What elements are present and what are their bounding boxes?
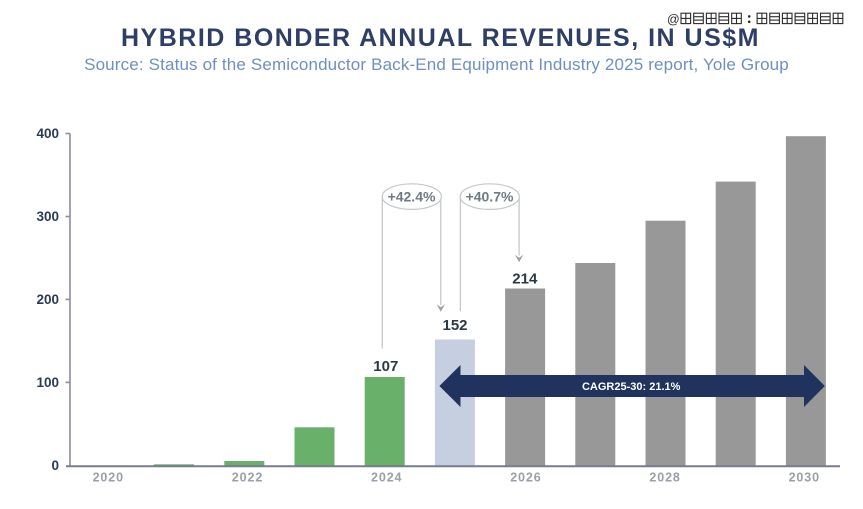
svg-text:CAGR25-30: 21.1%: CAGR25-30: 21.1% xyxy=(582,381,681,393)
svg-text:300: 300 xyxy=(36,209,59,224)
svg-text:0: 0 xyxy=(51,458,59,473)
svg-text:100: 100 xyxy=(36,375,59,390)
svg-text:152: 152 xyxy=(442,317,467,334)
svg-text:2020: 2020 xyxy=(93,471,124,485)
svg-text:2024: 2024 xyxy=(371,471,402,485)
svg-text:2030: 2030 xyxy=(789,471,820,485)
svg-text:200: 200 xyxy=(36,292,59,307)
svg-text:107: 107 xyxy=(373,358,398,375)
svg-text:214: 214 xyxy=(512,271,538,288)
svg-text:+40.7%: +40.7% xyxy=(466,189,514,205)
svg-text:@: @ xyxy=(667,13,680,27)
svg-text:2022: 2022 xyxy=(232,471,263,485)
svg-text:+42.4%: +42.4% xyxy=(388,189,436,205)
svg-text:400: 400 xyxy=(36,126,59,141)
svg-text:2028: 2028 xyxy=(649,471,680,485)
svg-text:2026: 2026 xyxy=(510,471,541,485)
